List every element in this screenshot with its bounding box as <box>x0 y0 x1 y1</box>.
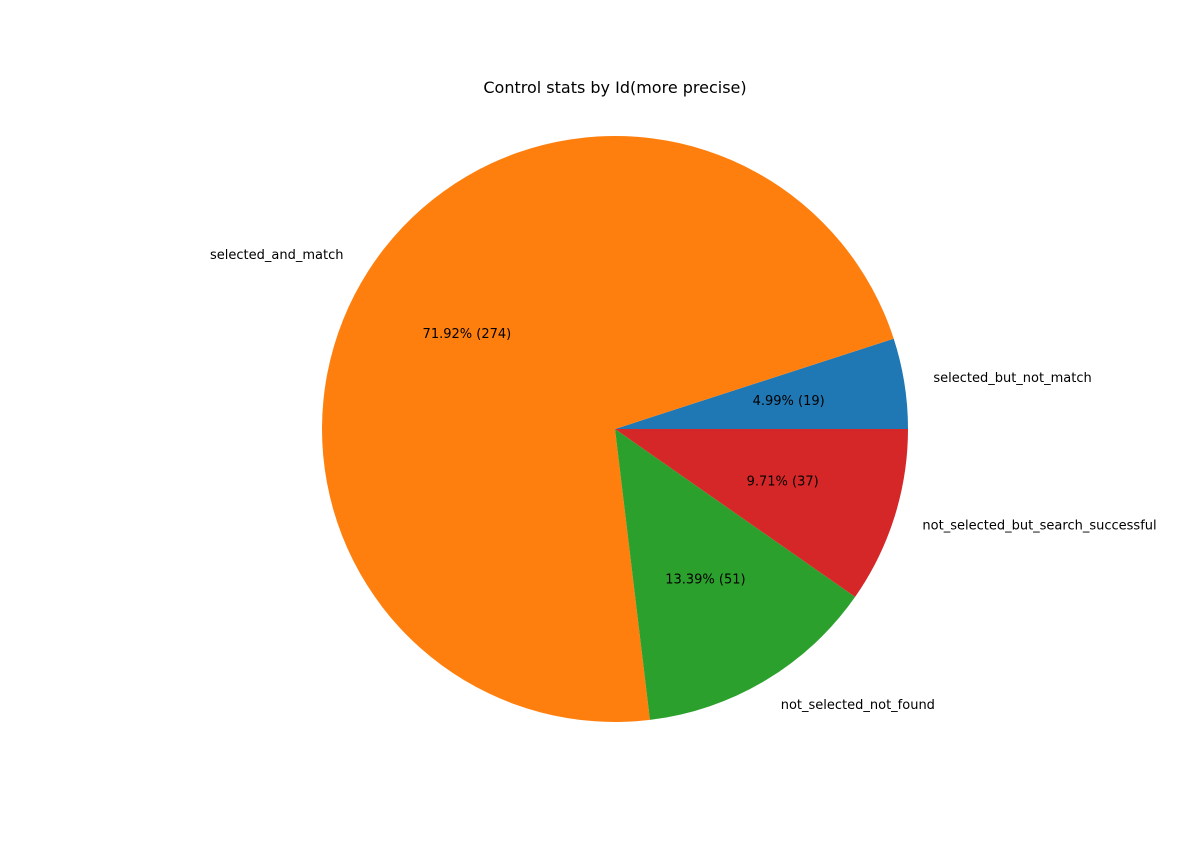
pie-slice-selected-and-match <box>322 136 894 723</box>
slice-category-label: selected_and_match <box>210 248 343 263</box>
slice-category-label: not_selected_but_search_successful <box>922 518 1156 533</box>
pie-labels: 4.99% (19) selected_but_not_match 71.92% (… <box>210 248 1157 713</box>
pie-slice-not-selected-but-search-successful <box>615 429 908 597</box>
pie-slices <box>322 136 908 723</box>
chart-title: Control stats by Id(more precise) <box>483 78 746 97</box>
pie-slice-selected-but-not-match <box>615 338 908 429</box>
slice-percent-label: 13.39% (51) <box>665 572 745 587</box>
pie-slice-not-selected-not-found <box>615 429 856 720</box>
slice-percent-label: 9.71% (37) <box>747 474 819 489</box>
slice-category-label: not_selected_not_found <box>781 698 935 713</box>
slice-percent-label: 71.92% (274) <box>423 327 512 342</box>
slice-category-label: selected_but_not_match <box>933 371 1091 386</box>
slice-percent-label: 4.99% (19) <box>753 394 825 409</box>
